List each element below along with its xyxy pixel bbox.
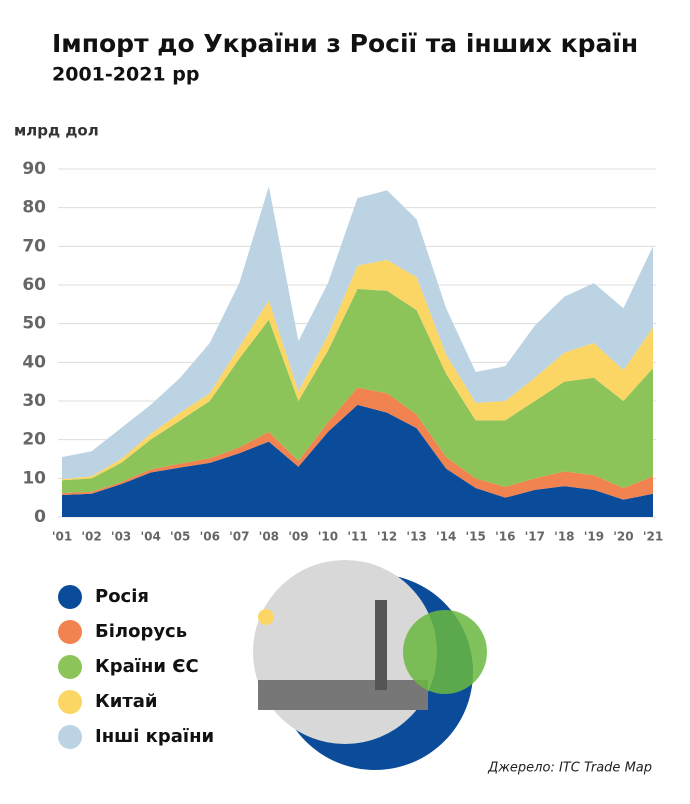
legend-swatch <box>58 620 82 644</box>
x-tick-label: '03 <box>111 530 131 544</box>
legend-label: Росія <box>95 586 149 607</box>
y-tick-label: 70 <box>22 236 46 256</box>
x-tick-label: '14 <box>436 530 456 544</box>
x-tick-label: '02 <box>81 530 101 544</box>
area <box>62 186 653 480</box>
x-tick-label: '07 <box>229 530 249 544</box>
decoration <box>253 560 487 770</box>
x-tick-label: '06 <box>200 530 220 544</box>
area <box>62 288 653 494</box>
legend-swatch <box>58 585 82 609</box>
y-tick-label: 40 <box>22 352 46 372</box>
x-tick-label: '09 <box>288 530 308 544</box>
x-tick-label: '10 <box>318 530 338 544</box>
x-tick-label: '17 <box>525 530 545 544</box>
deco-city <box>258 680 428 710</box>
y-tick-label: 60 <box>22 275 46 295</box>
plot: 0 10 20 30 40 50 60 70 80 90 '01 '02 '03 '04 '05 '06 '07… <box>22 159 663 544</box>
y-tick-label: 0 <box>34 507 46 527</box>
chart-title: Імпорт до України з Росії та інших країн <box>52 29 638 58</box>
area <box>62 404 653 517</box>
x-tick-label: '01 <box>52 530 72 544</box>
legend-swatch <box>58 725 82 749</box>
legend-swatch <box>58 690 82 714</box>
x-tick-label: '11 <box>347 530 367 544</box>
y-tick-label: 90 <box>22 159 46 179</box>
x-tick-label: '19 <box>584 530 604 544</box>
legend-swatch <box>58 655 82 679</box>
legend-label: Інші країни <box>95 726 214 747</box>
y-tick-label: 80 <box>22 198 46 218</box>
chart-subtitle: 2001-2021 рр <box>52 64 199 86</box>
legend-label: Країни ЄС <box>95 656 199 677</box>
x-tick-label: '04 <box>140 530 160 544</box>
x-tick-label: '16 <box>495 530 515 544</box>
y-tick-label: 20 <box>22 430 46 450</box>
source: Джерело: ITC Trade Map <box>487 761 652 776</box>
area <box>62 387 653 500</box>
x-tick-label: '15 <box>466 530 486 544</box>
y-axis-label: млрд дол <box>14 122 99 140</box>
x-tick-label: '13 <box>406 530 426 544</box>
x-tick-label: '18 <box>554 530 574 544</box>
x-tick-label: '05 <box>170 530 190 544</box>
x-tick-label: '08 <box>259 530 279 544</box>
legend-label: Білорусь <box>95 621 187 642</box>
x-tick-label: '21 <box>643 530 663 544</box>
y-tick-label: 10 <box>22 468 46 488</box>
deco-crane <box>375 600 387 690</box>
x-tick-label: '12 <box>377 530 397 544</box>
deco-green <box>403 610 487 694</box>
deco-yellow <box>258 609 274 625</box>
y-tick-label: 50 <box>22 314 46 334</box>
y-tick-label: 30 <box>22 391 46 411</box>
x-tick-label: '20 <box>613 530 633 544</box>
legend-label: Китай <box>95 691 158 712</box>
